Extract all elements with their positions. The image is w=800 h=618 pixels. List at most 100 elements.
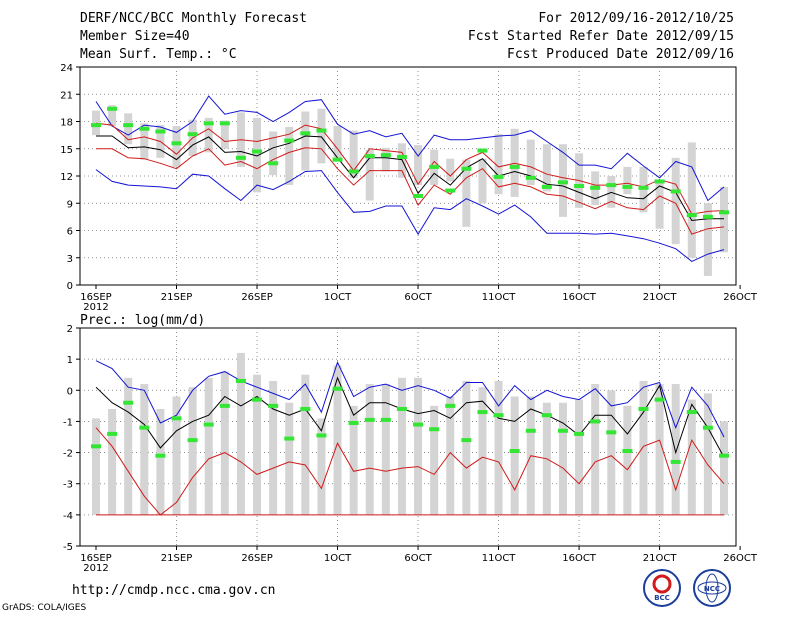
grads-credit: GrADS: COLA/IGES bbox=[2, 603, 87, 613]
temperature-spread-bar bbox=[687, 142, 696, 258]
precipitation-xtick-label: 11OCT bbox=[482, 553, 517, 564]
temperature-xtick-label: 26OCT bbox=[723, 292, 758, 303]
precipitation-ensemble-marker bbox=[91, 444, 101, 449]
precipitation-spread-bar bbox=[333, 365, 342, 515]
precipitation-spread-bar bbox=[92, 418, 100, 515]
temperature-ensemble-marker bbox=[477, 148, 488, 153]
precipitation-ensemble-marker bbox=[461, 438, 472, 443]
precipitation-xtick-label: 21OCT bbox=[643, 553, 678, 564]
temperature-ensemble-marker bbox=[461, 166, 472, 171]
temperature-ensemble-marker bbox=[493, 174, 504, 179]
temperature-series-mean-line bbox=[96, 135, 724, 222]
precipitation-ytick-label: -2 bbox=[63, 449, 73, 460]
temperature-ensemble-marker bbox=[316, 128, 327, 133]
precipitation-xtick-label: 6OCT bbox=[404, 553, 432, 564]
temperature-xtick-year: 2012 bbox=[83, 302, 108, 313]
precipitation-ensemble-marker bbox=[413, 422, 424, 427]
temperature-series-max-line bbox=[95, 95, 725, 202]
precipitation-ensemble-marker bbox=[203, 422, 214, 427]
precipitation-ensemble-marker bbox=[622, 449, 633, 454]
temperature-ytick-label: 24 bbox=[60, 63, 73, 74]
precipitation-ensemble-marker bbox=[702, 425, 713, 430]
precipitation-ensemble-marker bbox=[606, 430, 617, 435]
temperature-xtick-label: 21OCT bbox=[643, 292, 678, 303]
bcc-logo-icon: BCC bbox=[643, 569, 681, 607]
precipitation-ytick-label: 0 bbox=[67, 386, 73, 397]
precipitation-spread-bar bbox=[591, 384, 600, 515]
precipitation-ensemble-marker bbox=[654, 397, 665, 402]
precipitation-xtick-label: 16OCT bbox=[562, 553, 597, 564]
precipitation-ensemble-marker bbox=[686, 410, 697, 415]
temperature-ensemble-marker bbox=[300, 131, 311, 136]
temperature-xtick-label: 1OCT bbox=[324, 292, 352, 303]
temperature-spread-bar bbox=[414, 145, 423, 186]
forecast-period: For 2012/09/16-2012/10/25 bbox=[538, 11, 734, 26]
temperature-spread-bar bbox=[381, 147, 390, 172]
source-url[interactable]: http://cmdp.ncc.cma.gov.cn bbox=[72, 583, 276, 598]
temperature-spread-bar bbox=[349, 130, 358, 178]
precipitation-ensemble-marker bbox=[364, 417, 375, 422]
precipitation-ytick-label: -4 bbox=[63, 511, 73, 522]
temperature-ensemble-marker bbox=[396, 154, 407, 159]
temperature-ensemble-marker bbox=[219, 121, 230, 126]
member-size: Member Size=40 bbox=[80, 29, 190, 44]
temperature-spread-bar bbox=[494, 134, 503, 195]
precipitation-spread-bar bbox=[397, 377, 406, 515]
precipitation-xtick-label: 26OCT bbox=[723, 553, 758, 564]
temperature-xtick-label: 6OCT bbox=[404, 292, 432, 303]
temperature-ytick-label: 12 bbox=[60, 172, 73, 183]
precipitation-spread-bar bbox=[108, 408, 117, 515]
precipitation-ensemble-marker bbox=[155, 453, 166, 458]
temperature-ensemble-marker bbox=[413, 193, 424, 198]
precipitation-spread-bar bbox=[575, 399, 584, 515]
precipitation-ensemble-marker bbox=[332, 386, 343, 391]
precipitation-plot-frame bbox=[79, 327, 737, 547]
temperature-ensemble-marker bbox=[203, 121, 214, 126]
precipitation-ensemble-marker bbox=[252, 397, 263, 402]
temperature-spread-bar bbox=[269, 131, 278, 176]
precipitation-ytick-label: 2 bbox=[67, 324, 73, 335]
precipitation-ensemble-marker bbox=[268, 403, 279, 408]
precipitation-spread-bar bbox=[172, 396, 181, 515]
temperature-spread-bar bbox=[124, 113, 133, 145]
precipitation-xtick-label: 1OCT bbox=[324, 553, 352, 564]
precipitation-spread-bar bbox=[285, 402, 294, 515]
precipitation-spread-bar bbox=[317, 418, 326, 515]
precipitation-ensemble-marker bbox=[300, 406, 311, 411]
precipitation-ytick-label: -5 bbox=[63, 542, 73, 553]
precipitation-spread-bar bbox=[236, 352, 245, 515]
precipitation-spread-bar bbox=[140, 384, 149, 515]
forecast-produced-date: Fcst Produced Date 2012/09/16 bbox=[507, 47, 734, 62]
temperature-series-lower-line bbox=[96, 147, 725, 235]
precipitation-ensemble-marker bbox=[525, 428, 536, 433]
forecast-start-date: Fcst Started Refer Date 2012/09/15 bbox=[467, 29, 734, 44]
precipitation-ensemble-marker bbox=[670, 459, 681, 464]
precipitation-spread-bar bbox=[253, 374, 262, 515]
precipitation-spread-bar bbox=[414, 377, 423, 515]
temperature-spread-bar bbox=[655, 182, 664, 229]
precipitation-spread-bar bbox=[124, 377, 133, 515]
temperature-spread-bar bbox=[92, 110, 100, 136]
temperature-xtick-label: 16OCT bbox=[562, 292, 597, 303]
temperature-ensemble-marker bbox=[332, 157, 343, 162]
temperature-ensemble-marker bbox=[541, 184, 552, 189]
precipitation-ensemble-marker bbox=[541, 413, 552, 418]
temperature-ensemble-marker bbox=[284, 138, 295, 143]
precipitation-ensemble-marker bbox=[493, 413, 504, 418]
precipitation-ensemble-marker bbox=[509, 449, 520, 454]
precipitation-ensemble-marker bbox=[557, 428, 568, 433]
chart-title: DERF/NCC/BCC Monthly Forecast bbox=[80, 11, 307, 26]
temperature-spread-bar bbox=[703, 203, 712, 276]
precipitation-ensemble-marker bbox=[429, 427, 440, 432]
precipitation-spread-bar bbox=[269, 380, 278, 515]
precipitation-ensemble-marker bbox=[348, 420, 359, 425]
temperature-ytick-label: 21 bbox=[60, 90, 73, 101]
temperature-ensemble-marker bbox=[590, 185, 601, 190]
precip-panel-title: Prec.: log(mm/d) bbox=[80, 313, 205, 328]
precipitation-ensemble-marker bbox=[171, 416, 182, 421]
temperature-ensemble-marker bbox=[525, 175, 536, 180]
temperature-ensemble-marker bbox=[509, 164, 520, 169]
precipitation-spread-bar bbox=[623, 405, 632, 515]
precipitation-ensemble-marker bbox=[139, 425, 150, 430]
temperature-spread-bar bbox=[108, 105, 117, 127]
